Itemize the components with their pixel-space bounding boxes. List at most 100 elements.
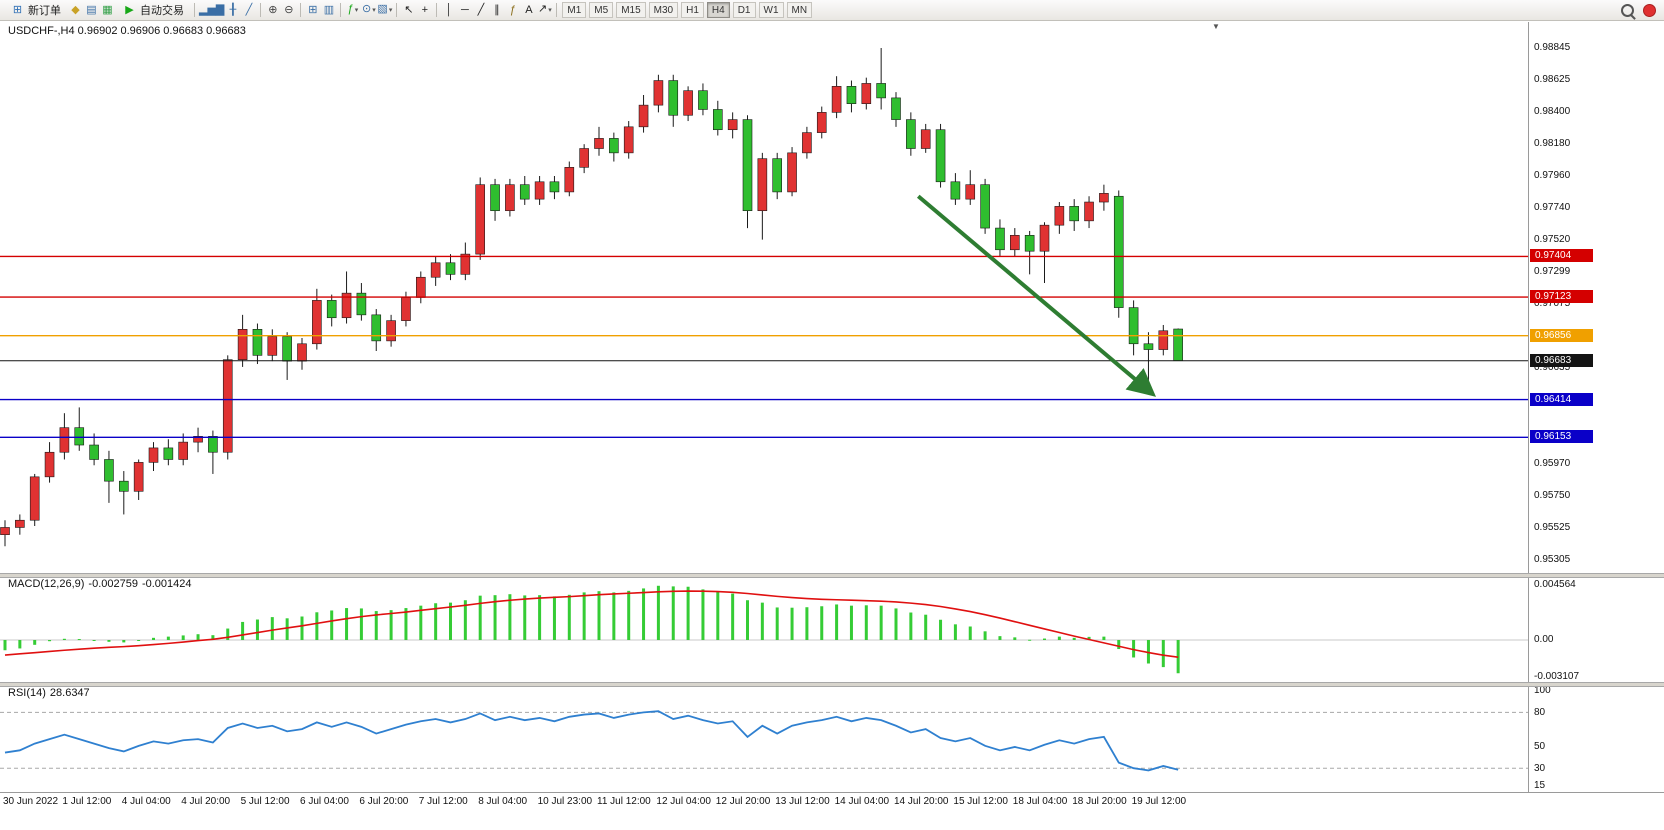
rsi-axis-label: 100 xyxy=(1534,685,1551,696)
time-axis-label: 19 Jul 12:00 xyxy=(1131,796,1187,807)
timeframe-m5-button[interactable]: M5 xyxy=(589,2,614,18)
timeframe-m1-button[interactable]: M1 xyxy=(562,2,587,18)
price-tag-0.96414: 0.96414 xyxy=(1530,392,1593,406)
price-axis-label: 0.98400 xyxy=(1534,106,1571,118)
line-chart-icon[interactable]: ╱ xyxy=(245,4,253,16)
time-axis-label: 30 Jun 2022 xyxy=(3,796,59,807)
price-tag-0.96683: 0.96683 xyxy=(1530,353,1593,367)
price-axis-label: 0.97740 xyxy=(1534,201,1571,213)
macd-value-signal: -0.001424 xyxy=(141,578,192,590)
price-axis-label: 0.95750 xyxy=(1534,489,1571,501)
macd-axis-label: 0.004564 xyxy=(1534,579,1576,590)
bar-chart-icon[interactable]: ▂▅▇ xyxy=(199,4,225,16)
crosshair-icon[interactable]: + xyxy=(421,4,429,16)
new-order-icon: ⊞ xyxy=(12,4,23,16)
chevron-down-icon: ▾ xyxy=(372,7,376,14)
autotrade-button-label: 自动交易 xyxy=(140,5,184,17)
timeframe-w1-button[interactable]: W1 xyxy=(758,2,784,18)
notification-badge[interactable] xyxy=(1643,3,1656,17)
fibonacci-tool-icon[interactable]: ƒ xyxy=(509,4,516,16)
time-axis-label: 4 Jul 20:00 xyxy=(181,796,231,807)
arrows-tool-button[interactable]: ↗▾ xyxy=(538,3,552,15)
time-axis-label: 12 Jul 20:00 xyxy=(715,796,771,807)
price-tag-0.96856: 0.96856 xyxy=(1530,328,1593,342)
price-axis-label: 0.98180 xyxy=(1534,138,1571,150)
time-axis-label: 12 Jul 04:00 xyxy=(656,796,711,807)
autotrade-button[interactable]: ▶ 自动交易 xyxy=(116,1,190,19)
main-chart-canvas[interactable] xyxy=(0,22,1528,573)
tile-windows-icon[interactable]: ⊞ xyxy=(308,4,318,16)
time-axis-label: 15 Jul 12:00 xyxy=(953,796,1008,807)
toolbar-separator xyxy=(340,3,342,17)
rsi-axis-label: 80 xyxy=(1534,707,1546,719)
new-order-button[interactable]: ⊞ 新订单 xyxy=(4,1,67,19)
price-axis-separator xyxy=(1528,22,1529,812)
rsi-panel-canvas[interactable] xyxy=(0,685,1528,792)
cursor-icon[interactable]: ↖ xyxy=(404,4,414,16)
templates-button[interactable]: ▧▾ xyxy=(377,3,393,15)
price-axis-label: 0.97299 xyxy=(1534,265,1571,277)
time-axis-label: 7 Jul 12:00 xyxy=(418,796,468,807)
timeframe-h1-button[interactable]: H1 xyxy=(681,2,704,18)
macd-panel-divider[interactable] xyxy=(0,573,1664,578)
time-axis-label: 11 Jul 12:00 xyxy=(597,796,651,807)
timeframe-m30-button[interactable]: M30 xyxy=(648,2,679,18)
navigator-icon[interactable]: ▤ xyxy=(86,4,97,16)
channel-tool-icon[interactable]: ∥ xyxy=(494,4,500,16)
price-axis-label: 0.95970 xyxy=(1534,457,1571,469)
vertical-line-tool-icon[interactable]: │ xyxy=(445,4,453,16)
time-axis-label: 5 Jul 12:00 xyxy=(240,796,290,807)
macd-panel-canvas[interactable] xyxy=(0,576,1528,682)
timeframe-h4-button[interactable]: H4 xyxy=(706,2,730,18)
toolbar-separator xyxy=(556,3,558,17)
periods-button[interactable]: ⊙▾ xyxy=(362,3,376,15)
new-order-button-label: 新订单 xyxy=(28,5,61,17)
price-tag-0.96153: 0.96153 xyxy=(1530,430,1593,444)
price-axis-label: 0.96635 xyxy=(1534,361,1571,373)
price-axis[interactable] xyxy=(1529,22,1664,792)
time-axis-label: 14 Jul 04:00 xyxy=(834,796,890,807)
rsi-axis-label: 50 xyxy=(1534,740,1546,752)
time-axis[interactable]: 30 Jun 2022 1 Jul 12:00 4 Jul 04:00 4 Jul 2… xyxy=(0,792,1664,814)
time-axis-label: 6 Jul 04:00 xyxy=(300,796,349,807)
time-axis-label: 10 Jul 23:00 xyxy=(537,796,593,807)
chevron-down-icon: ▾ xyxy=(388,7,393,14)
toolbar-separator xyxy=(300,3,302,17)
price-axis-label: 0.95525 xyxy=(1534,522,1571,534)
market-watch-icon[interactable]: ◆ xyxy=(71,4,80,16)
horizontal-line-tool-icon[interactable]: ─ xyxy=(460,4,469,16)
rsi-label: RSI(14) 28.6347 xyxy=(8,687,94,699)
macd-value-main: -0.002759 xyxy=(88,578,138,590)
toolbar-separator xyxy=(396,3,398,17)
time-axis-label: 4 Jul 04:00 xyxy=(121,796,171,807)
price-axis-label: 0.98625 xyxy=(1534,73,1571,85)
chevron-down-icon: ▾ xyxy=(354,7,359,14)
macd-axis-label: 0.00 xyxy=(1534,634,1554,645)
price-tag-0.97404: 0.97404 xyxy=(1530,249,1593,263)
price-axis-label: 0.97075 xyxy=(1534,298,1571,309)
zoom-in-icon[interactable]: ⊕ xyxy=(268,4,278,16)
rsi-panel-divider[interactable] xyxy=(0,682,1664,687)
macd-label: MACD(12,26,9) -0.002759 -0.001424 xyxy=(8,578,196,590)
trendline-tool-icon[interactable]: ╱ xyxy=(477,4,485,16)
time-axis-label: 1 Jul 12:00 xyxy=(62,796,112,807)
time-axis-label: 6 Jul 20:00 xyxy=(359,796,409,807)
toolbar-separator xyxy=(436,3,438,17)
timeframe-m15-button[interactable]: M15 xyxy=(616,2,646,18)
chart-shift-marker[interactable]: ▼ xyxy=(1212,22,1220,31)
chart-ohlc-title: USDCHF-,H4 0.96902 0.96906 0.96683 0.966… xyxy=(8,25,246,37)
timeframe-d1-button[interactable]: D1 xyxy=(732,2,756,18)
terminal-icon[interactable]: ▦ xyxy=(102,4,113,16)
price-axis-label: 0.98845 xyxy=(1534,42,1571,53)
text-tool-icon[interactable]: A xyxy=(525,4,533,16)
toolbar-separator xyxy=(194,3,195,17)
arrange-windows-icon[interactable]: ▥ xyxy=(323,4,335,16)
zoom-out-icon[interactable]: ⊖ xyxy=(284,4,294,16)
candlestick-chart-icon[interactable]: ╂ xyxy=(229,4,237,16)
indicators-button[interactable]: ƒ▾ xyxy=(347,3,359,15)
time-axis-label: 18 Jul 04:00 xyxy=(1012,796,1068,807)
search-icon[interactable] xyxy=(1621,3,1634,17)
toolbar-separator xyxy=(260,3,262,17)
price-axis-label: 0.97960 xyxy=(1534,170,1571,181)
timeframe-mn-button[interactable]: MN xyxy=(786,2,813,18)
